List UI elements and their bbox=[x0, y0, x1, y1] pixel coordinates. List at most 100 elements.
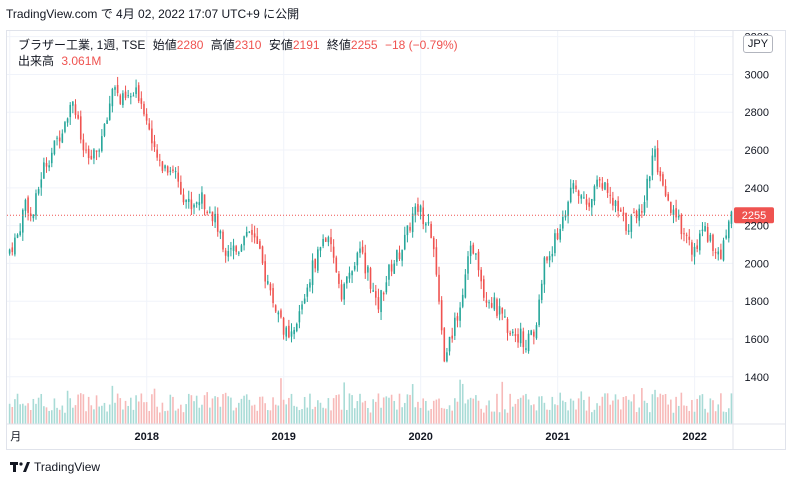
volume-bar bbox=[235, 407, 237, 424]
candle-body bbox=[222, 231, 224, 250]
volume-bar bbox=[546, 409, 548, 424]
volume-bar bbox=[480, 408, 482, 424]
candle-body bbox=[272, 288, 274, 304]
candle-body bbox=[235, 246, 237, 252]
footer-brand[interactable]: TradingView bbox=[10, 460, 100, 474]
candle-body bbox=[66, 118, 69, 123]
x-tick-label: 2021 bbox=[545, 431, 569, 443]
volume-bar bbox=[40, 393, 43, 424]
candle-body bbox=[493, 297, 496, 310]
candle-body bbox=[153, 141, 156, 148]
candle-body bbox=[174, 171, 177, 173]
volume-bar bbox=[256, 410, 259, 424]
low-label: 安値 bbox=[268, 38, 293, 52]
volume-bar bbox=[119, 398, 122, 424]
candle-body bbox=[169, 170, 172, 172]
candle-body bbox=[301, 304, 303, 310]
volume-bar bbox=[211, 398, 214, 424]
volume-bar bbox=[448, 405, 451, 424]
candle-body bbox=[56, 137, 58, 139]
candle-body bbox=[606, 183, 609, 193]
candle-body bbox=[446, 352, 448, 362]
volume-bar bbox=[562, 400, 564, 424]
candle-body bbox=[562, 217, 564, 229]
volume-bar bbox=[643, 400, 646, 424]
volume-bar bbox=[598, 405, 601, 424]
volume-bar bbox=[324, 408, 327, 424]
candle-body bbox=[382, 292, 385, 295]
candle-body bbox=[116, 84, 119, 94]
candle-body bbox=[29, 213, 32, 216]
volume-bar bbox=[659, 393, 662, 424]
candle-body bbox=[58, 137, 61, 142]
grid-lines bbox=[7, 31, 733, 424]
candle-body bbox=[543, 257, 546, 285]
volume-bar bbox=[451, 410, 453, 424]
candle-body bbox=[156, 149, 158, 158]
volume-bar bbox=[79, 393, 82, 424]
candle-body bbox=[185, 199, 187, 202]
candle-body bbox=[714, 251, 717, 254]
candle-body bbox=[356, 252, 359, 266]
candle-body bbox=[459, 307, 461, 321]
volume-bar bbox=[185, 404, 187, 424]
volume-bar bbox=[393, 400, 396, 424]
candle-body bbox=[335, 257, 338, 273]
volume-bar bbox=[564, 402, 567, 424]
candle-body bbox=[398, 252, 401, 259]
volume-bar bbox=[19, 404, 21, 424]
volume-bar bbox=[606, 393, 609, 424]
volume-bar bbox=[298, 410, 301, 424]
symbol-name[interactable]: ブラザー工業, 1週, TSE bbox=[18, 38, 146, 52]
volume-bar bbox=[288, 397, 290, 424]
y-tick-label: 2800 bbox=[745, 107, 769, 119]
candle-body bbox=[16, 234, 19, 238]
candle-body bbox=[533, 331, 535, 337]
volume-bar bbox=[435, 399, 438, 424]
volume-bar bbox=[32, 398, 35, 424]
volume-bar bbox=[353, 408, 356, 424]
candle-body bbox=[411, 213, 414, 233]
volume-bar bbox=[380, 407, 382, 424]
candle-body bbox=[198, 202, 201, 206]
volume-bar bbox=[530, 405, 533, 424]
volume-bar bbox=[314, 406, 317, 424]
candle-body bbox=[485, 300, 488, 303]
candle-body bbox=[359, 248, 361, 253]
volume-bar bbox=[367, 407, 369, 424]
volume-bar bbox=[604, 393, 606, 424]
volume-value: 3.061M bbox=[61, 54, 102, 68]
candle-body bbox=[45, 162, 48, 167]
volume-bar bbox=[340, 409, 343, 424]
candle-body bbox=[77, 114, 79, 119]
candle-body bbox=[172, 169, 174, 171]
volume-bar bbox=[575, 409, 577, 424]
volume-bar bbox=[677, 405, 680, 424]
volume-bar bbox=[43, 406, 45, 424]
candle-body bbox=[266, 281, 269, 284]
candle-body bbox=[119, 95, 122, 104]
volume-bar bbox=[485, 405, 488, 424]
volume-bar bbox=[638, 407, 641, 424]
candle-body bbox=[443, 328, 446, 362]
candle-body bbox=[140, 98, 143, 104]
volume-bar bbox=[535, 410, 538, 424]
candle-body bbox=[454, 317, 456, 336]
candle-body bbox=[79, 116, 82, 140]
volume-bar bbox=[201, 404, 203, 424]
volume-bar bbox=[264, 403, 266, 424]
volume-bar bbox=[74, 405, 77, 424]
candle-body bbox=[227, 251, 230, 257]
candle-body bbox=[277, 312, 280, 315]
open-label: 始値 bbox=[152, 38, 177, 52]
volume-bar bbox=[699, 395, 701, 424]
candle-body bbox=[596, 179, 598, 187]
candle-body bbox=[517, 334, 519, 343]
candle-body bbox=[627, 230, 630, 232]
candle-body bbox=[417, 204, 419, 212]
candle-body bbox=[467, 256, 469, 274]
candle-body bbox=[48, 165, 50, 168]
currency-badge[interactable]: JPY bbox=[743, 35, 773, 53]
volume-bar bbox=[527, 399, 530, 424]
